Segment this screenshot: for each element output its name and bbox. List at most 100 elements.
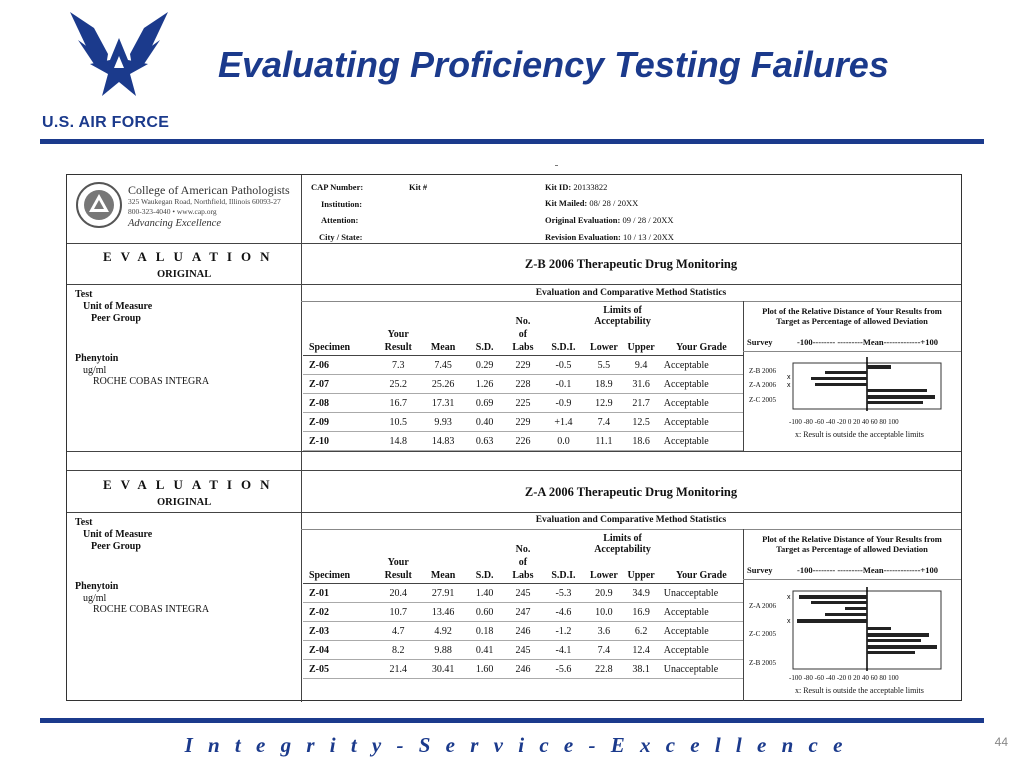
plot-survey-name: Z-C 2005 (749, 396, 777, 404)
cell-specimen: Z-10 (303, 431, 376, 451)
cell-sd: 1.26 (464, 374, 505, 394)
cell-grade: Acceptable (659, 374, 743, 394)
peer-group-label: Peer Group (91, 541, 141, 552)
mean-header: Mean (421, 342, 465, 356)
evaluation-type: ORIGINAL (157, 269, 212, 280)
peer-group-label: Peer Group (91, 313, 141, 324)
specimen-header: Specimen (303, 342, 376, 356)
cell-labs: 228 (504, 374, 542, 394)
results-table-za2006: No. Limits of Acceptability Your of Speci… (303, 533, 743, 679)
cell-result: 10.5 (375, 412, 422, 432)
your-header: Your (387, 329, 409, 340)
plot-axis-ticks: -100 -80 -60 -40 -20 0 20 40 60 80 100 (789, 418, 899, 426)
rule (743, 579, 961, 580)
cell-grade: Acceptable (659, 412, 743, 432)
cell-specimen: Z-07 (303, 374, 376, 394)
cell-labs: 247 (504, 602, 542, 622)
cell-result: 25.2 (375, 374, 422, 394)
cell-result: 16.7 (375, 393, 422, 413)
cell-specimen: Z-06 (303, 355, 376, 375)
cell-result: 20.4 (375, 583, 422, 603)
cell-lower: 22.8 (585, 659, 623, 679)
rule (743, 301, 744, 451)
cell-lower: 3.6 (585, 621, 623, 641)
unit-label: Unit of Measure (83, 301, 153, 312)
cell-sdi: -4.1 (541, 640, 586, 660)
cell-lower: 20.9 (585, 583, 623, 603)
cell-upper: 31.6 (622, 374, 660, 394)
results-table-zb2006: No. Limits of Acceptability Your of Speci… (303, 305, 743, 451)
cell-mean: 9.88 (421, 640, 465, 660)
grade-header: Your Grade (659, 570, 743, 584)
cell-specimen: Z-01 (303, 583, 376, 603)
cell-result: 21.4 (375, 659, 422, 679)
cell-sd: 1.40 (464, 583, 505, 603)
kit-mailed-label: Kit Mailed: (545, 198, 588, 208)
cell-mean: 27.91 (421, 583, 465, 603)
plot-survey-label: Survey (747, 565, 773, 575)
cell-grade: Acceptable (659, 602, 743, 622)
cell-labs: 246 (504, 659, 542, 679)
cell-upper: 6.2 (622, 621, 660, 641)
no-header: No. (515, 316, 531, 327)
evaluation-heading: EVALUATION (103, 477, 279, 492)
cell-sd: 0.40 (464, 412, 505, 432)
cap-evaluation-form: College of American Pathologists 325 Wau… (66, 174, 962, 702)
table-row: Z-04 8.2 9.88 0.41 245 -4.1 7.4 12.4 Acceptable (303, 640, 743, 660)
slide-title: Evaluating Proficiency Testing Failures (218, 44, 889, 85)
cell-result: 8.2 (375, 640, 422, 660)
peer-group-value: ROCHE COBAS INTEGRA (93, 376, 210, 387)
cell-upper: 34.9 (622, 583, 660, 603)
plot-survey-name: Z-A 2006 (749, 381, 777, 389)
labs-header: Labs (504, 570, 542, 584)
rule (67, 512, 961, 513)
unit-label: Unit of Measure (83, 529, 153, 540)
cell-mean: 7.45 (421, 355, 465, 375)
plot-title: Plot of the Relative Distance of Your Re… (762, 534, 942, 554)
plot-survey-name: Z-A 2006 (749, 602, 777, 610)
table-row: Z-06 7.3 7.45 0.29 229 -0.5 5.5 9.4 Acceptable (303, 355, 743, 375)
cell-upper: 9.4 (622, 355, 660, 375)
evaluation-heading: EVALUATION (103, 249, 279, 264)
unit-value: ug/ml (83, 365, 107, 376)
analyte-name: Phenytoin (75, 581, 119, 592)
result-header: Result (375, 570, 422, 584)
cell-result: 10.7 (375, 602, 422, 622)
cell-lower: 10.0 (585, 602, 623, 622)
cell-sdi: -0.9 (541, 393, 586, 413)
cell-labs: 226 (504, 431, 542, 451)
revision-evaluation-value: 10 / 13 / 20XX (622, 232, 674, 242)
page-number: 44 (994, 735, 1008, 749)
cell-sd: 0.69 (464, 393, 505, 413)
cell-grade: Unacceptable (659, 659, 743, 679)
cell-sd: 0.41 (464, 640, 505, 660)
of-header: of (518, 557, 528, 568)
original-evaluation-value: 09 / 28 / 20XX (622, 215, 674, 225)
kit-mailed-value: 08/ 28 / 20XX (589, 198, 639, 208)
test-label: Test (75, 289, 93, 300)
cell-sdi: -1.2 (541, 621, 586, 641)
cell-specimen: Z-09 (303, 412, 376, 432)
plot-title: Plot of the Relative Distance of Your Re… (762, 306, 942, 326)
cell-sdi: -4.6 (541, 602, 586, 622)
rule (301, 175, 302, 702)
scan-speck (555, 165, 558, 166)
cap-tagline: Advancing Excellence (128, 218, 221, 229)
cell-lower: 7.4 (585, 640, 623, 660)
cell-specimen: Z-02 (303, 602, 376, 622)
rule (301, 529, 961, 530)
cell-upper: 18.6 (622, 431, 660, 451)
cell-lower: 5.5 (585, 355, 623, 375)
cell-sdi: -0.5 (541, 355, 586, 375)
peer-group-value: ROCHE COBAS INTEGRA (93, 604, 210, 615)
table-row: Z-08 16.7 17.31 0.69 225 -0.9 12.9 21.7 Acceptab… (303, 393, 743, 413)
cell-sd: 0.63 (464, 431, 505, 451)
header-divider (40, 139, 984, 144)
cap-org-name: College of American Pathologists (128, 183, 290, 197)
cell-lower: 7.4 (585, 412, 623, 432)
lower-header: Lower (585, 342, 623, 356)
cell-mean: 30.41 (421, 659, 465, 679)
cell-specimen: Z-03 (303, 621, 376, 641)
survey-title: Z-A 2006 Therapeutic Drug Monitoring (524, 485, 738, 499)
cell-mean: 17.31 (421, 393, 465, 413)
